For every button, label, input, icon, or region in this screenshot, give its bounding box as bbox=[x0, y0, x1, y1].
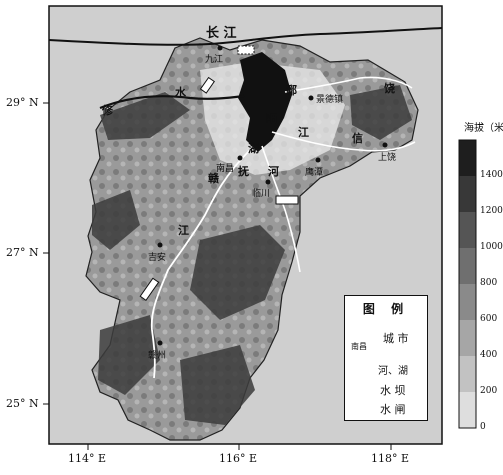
colorbar-segment bbox=[459, 176, 476, 212]
city-dot-jingdezhen bbox=[308, 95, 314, 101]
legend-city-sample: 南昌 bbox=[351, 342, 367, 351]
label-xin: 信 bbox=[352, 132, 363, 145]
colorbar-segment bbox=[459, 212, 476, 248]
city-dot-shangrao bbox=[382, 142, 388, 148]
sluice-poyang bbox=[237, 45, 255, 55]
city-markers bbox=[157, 45, 388, 346]
elevation-colorbar bbox=[458, 139, 477, 429]
city-label-nanchang: 南昌 bbox=[216, 164, 235, 174]
label-he: 河 bbox=[268, 165, 279, 178]
mountain-range-s bbox=[180, 345, 255, 425]
ganjiang-river bbox=[150, 149, 251, 379]
city-dot-jiujiang bbox=[217, 45, 223, 51]
city-dot-ganzhou bbox=[157, 340, 163, 346]
dam-north bbox=[199, 76, 215, 94]
city-label-yingtan: 鹰潭 bbox=[305, 168, 324, 178]
mountain-range-nw bbox=[100, 92, 190, 140]
lat-label-25: 25° N bbox=[6, 397, 39, 410]
dam-ganjiang bbox=[139, 277, 160, 302]
city-label-ganzhou: 赣州 bbox=[148, 351, 167, 361]
map-legend: 图 例 南昌 城 市 河、湖 水 坝 水 闸 bbox=[344, 295, 428, 421]
city-label-jingdezhen: 景德镇 bbox=[316, 95, 344, 105]
legend-river-lake-label: 河、湖 bbox=[378, 366, 408, 377]
label-yang: 阳 bbox=[266, 112, 277, 125]
city-dot-nanchang bbox=[237, 155, 243, 161]
city-label-linchuan: 临川 bbox=[252, 189, 271, 199]
lon-label-114: 114° E bbox=[68, 452, 107, 465]
colorbar-segment bbox=[459, 320, 476, 356]
label-shui: 水 bbox=[175, 86, 186, 99]
lat-label-29: 29° N bbox=[6, 96, 39, 109]
legend-city-label: 城 市 bbox=[383, 332, 409, 345]
colorbar-label-1400: 1400 bbox=[480, 170, 503, 180]
colorbar-label-800: 800 bbox=[480, 278, 498, 288]
colorbar-label-400: 400 bbox=[480, 350, 498, 360]
dam-fuhe bbox=[275, 195, 299, 205]
lon-label-118: 118° E bbox=[371, 452, 410, 465]
mountain-range-w bbox=[92, 190, 140, 250]
label-jiang-east: 江 bbox=[298, 126, 309, 139]
legend-dam-label: 水 坝 bbox=[380, 384, 406, 397]
colorbar-label-1200: 1200 bbox=[480, 206, 503, 216]
mountain-ranges bbox=[92, 85, 412, 425]
city-label-shangrao: 上饶 bbox=[378, 153, 397, 163]
yangtze-river bbox=[48, 27, 443, 46]
label-hu: 湖 bbox=[248, 142, 259, 155]
city-dot-linchuan bbox=[265, 179, 271, 185]
raohe-river bbox=[284, 76, 413, 93]
label-jiang-west: 江 bbox=[178, 224, 189, 237]
axis-ticks bbox=[43, 102, 392, 450]
mountain-range-central bbox=[190, 225, 285, 320]
label-po: 鄱 bbox=[286, 84, 297, 97]
colorbar-label-1000: 1000 bbox=[480, 242, 503, 252]
colorbar-label-200: 200 bbox=[480, 386, 498, 396]
colorbar-label-0: 0 bbox=[480, 422, 486, 432]
poyang-lake bbox=[238, 52, 292, 152]
yangtze-label: 长 江 bbox=[206, 26, 237, 41]
xiushui-river bbox=[99, 94, 245, 110]
mountain-range-sw bbox=[98, 315, 160, 395]
colorbar-segment bbox=[459, 356, 476, 392]
colorbar-label-600: 600 bbox=[480, 314, 498, 324]
colorbar-segment bbox=[459, 284, 476, 320]
legend-sluice-label: 水 闸 bbox=[380, 403, 406, 416]
lon-label-116: 116° E bbox=[219, 452, 258, 465]
lat-label-27: 27° N bbox=[6, 246, 39, 259]
legend-title: 图 例 bbox=[362, 302, 410, 316]
xinjiang-river bbox=[271, 131, 416, 152]
label-rao: 饶 bbox=[384, 82, 395, 95]
colorbar-border bbox=[458, 139, 477, 429]
colorbar-segment bbox=[459, 392, 476, 428]
label-xiu: 修 bbox=[102, 104, 113, 117]
colorbar-segment bbox=[459, 140, 476, 176]
fuhe-river bbox=[261, 145, 301, 273]
elevation-scale-title: 海拔（米） bbox=[464, 123, 503, 134]
mountain-range-ne bbox=[350, 85, 412, 140]
label-fu: 抚 bbox=[238, 165, 249, 178]
city-dot-yingtan bbox=[315, 157, 321, 163]
city-label-jiujiang: 九江 bbox=[205, 55, 224, 65]
city-dot-jian bbox=[157, 242, 163, 248]
city-label-jian: 吉安 bbox=[148, 253, 167, 263]
label-gan: 赣 bbox=[208, 172, 219, 185]
colorbar-segment bbox=[459, 248, 476, 284]
